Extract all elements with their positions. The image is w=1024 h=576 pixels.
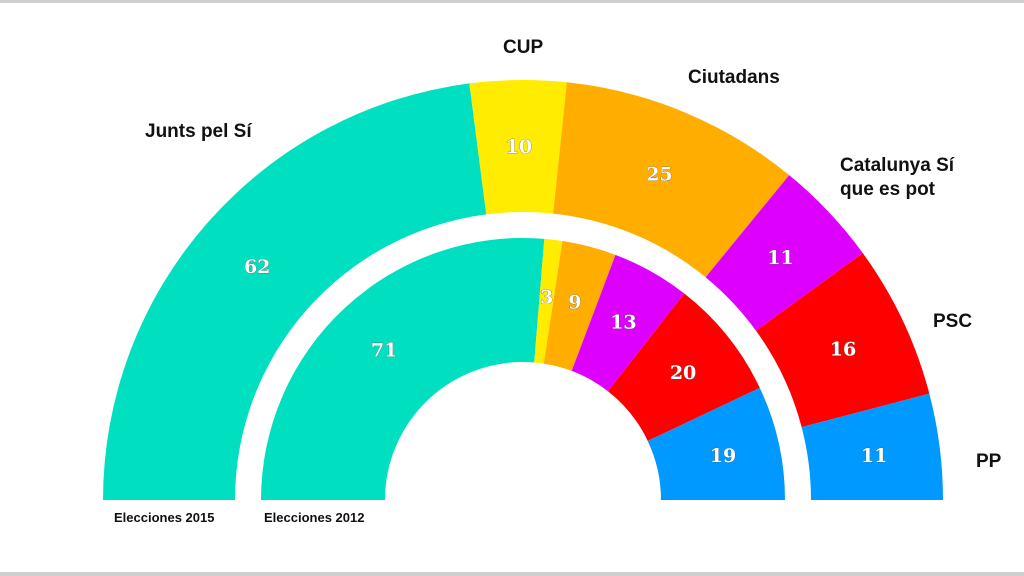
label-ciutadans: Ciutadans bbox=[688, 67, 780, 88]
value-inner-4: 20 bbox=[670, 362, 696, 384]
segment-catalunya-s-que-es-pot bbox=[571, 254, 685, 392]
label-pp: PP bbox=[976, 451, 1002, 472]
label-catalunya-si-que-es-pot: Catalunya Sí que es pot bbox=[840, 154, 954, 202]
seat-values: 62 10 25 11 16 11 71 3 9 13 20 19 bbox=[244, 136, 888, 468]
segment-psc bbox=[607, 293, 760, 441]
top-border bbox=[0, 0, 1024, 3]
value-outer-5: 11 bbox=[861, 445, 887, 467]
value-outer-2: 25 bbox=[646, 163, 672, 185]
label-junts-pel-si: Junts pel Sí bbox=[145, 121, 252, 142]
label-cup: CUP bbox=[503, 37, 544, 58]
value-inner-0: 71 bbox=[371, 339, 397, 361]
ring-2012 bbox=[261, 237, 785, 500]
segment-ciutadans bbox=[543, 240, 616, 371]
segment-junts-pel-s- bbox=[261, 237, 545, 500]
value-inner-3: 13 bbox=[610, 311, 636, 333]
value-outer-0: 62 bbox=[244, 256, 270, 278]
segment-ciutadans bbox=[553, 82, 790, 278]
value-outer-3: 11 bbox=[767, 247, 793, 269]
bottom-border bbox=[0, 572, 1024, 576]
label-psc: PSC bbox=[933, 311, 973, 332]
segment-cup bbox=[469, 80, 567, 215]
label-elecciones-2015: Elecciones 2015 bbox=[114, 510, 215, 525]
segment-cup bbox=[534, 238, 563, 364]
segment-psc bbox=[755, 253, 930, 428]
value-outer-4: 16 bbox=[830, 339, 856, 361]
value-inner-2: 9 bbox=[568, 292, 581, 314]
label-csqep-line2: que es pot bbox=[840, 179, 936, 200]
segment-pp bbox=[647, 387, 785, 500]
segment-pp bbox=[801, 393, 943, 500]
segment-catalunya-s-que-es-pot bbox=[705, 175, 863, 331]
value-inner-5: 19 bbox=[710, 445, 736, 467]
value-inner-1: 3 bbox=[540, 286, 553, 308]
value-outer-1: 10 bbox=[506, 136, 532, 158]
label-elecciones-2012: Elecciones 2012 bbox=[264, 510, 365, 525]
label-csqep-line1: Catalunya Sí bbox=[840, 155, 955, 176]
segment-junts-pel-s- bbox=[103, 83, 487, 500]
ring-2015 bbox=[103, 80, 943, 500]
